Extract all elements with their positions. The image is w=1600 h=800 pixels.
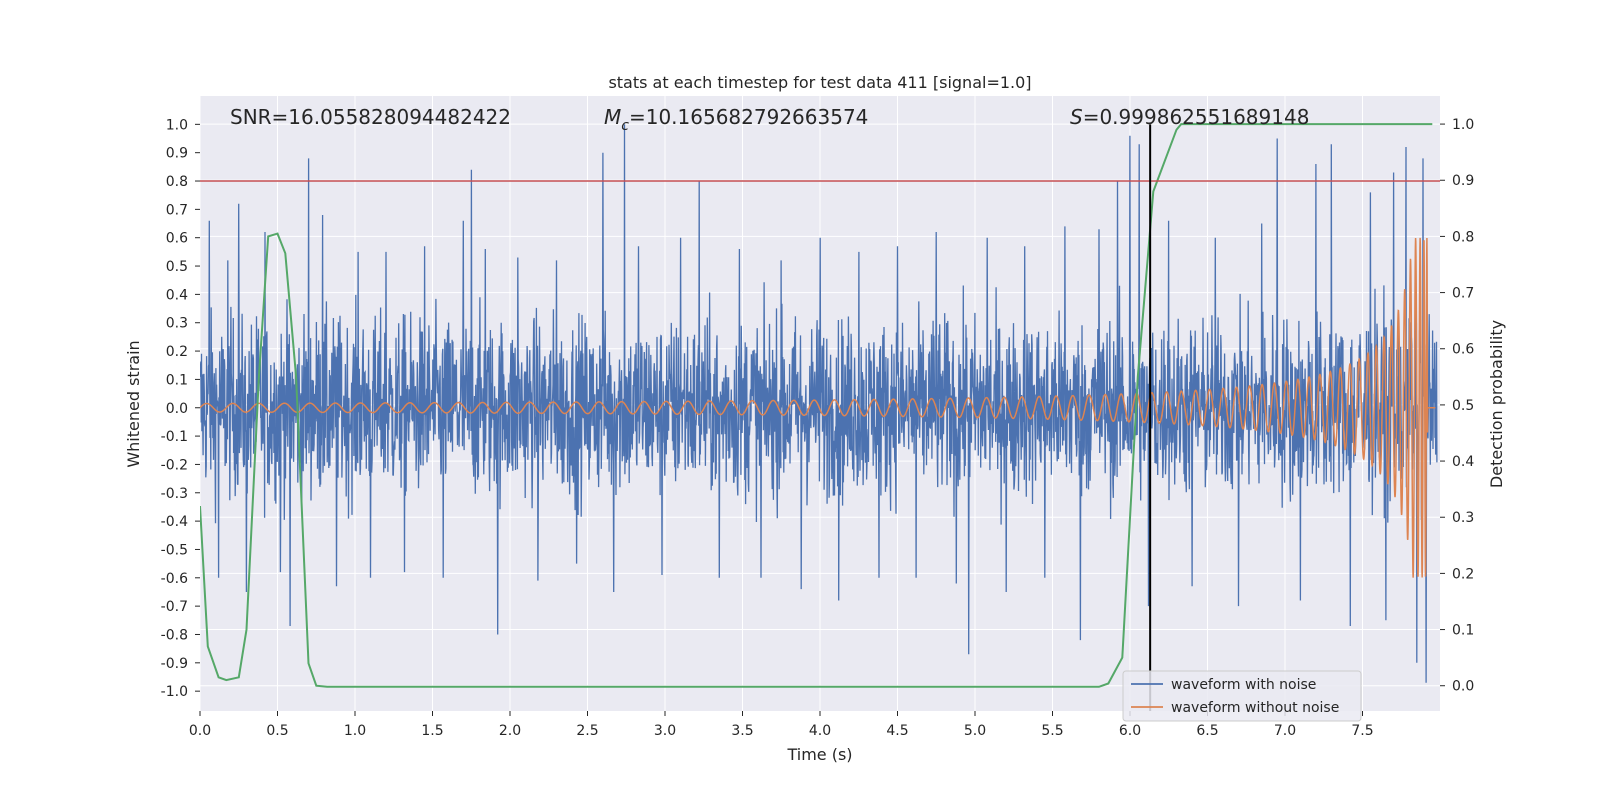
y2-tick-label: 1.0: [1452, 117, 1474, 133]
score-symbol: S: [1070, 105, 1083, 129]
chirp-mass-subscript: c: [621, 118, 629, 134]
y2-tick-label: 0.4: [1452, 454, 1474, 470]
waveform-with-noise-line: [200, 124, 1438, 683]
y-tick-label: 0.2: [166, 344, 188, 360]
y-tick-label: 0.4: [166, 287, 188, 303]
y-tick-label: -1.0: [161, 684, 188, 700]
y2-tick-label: 0.8: [1452, 229, 1474, 245]
y-tick-label: -0.9: [161, 656, 188, 672]
x-tick-label: 0.0: [189, 723, 211, 739]
reference-lines: [200, 124, 1440, 711]
y2-tick-label: 0.7: [1452, 286, 1474, 302]
y-tick-label: 0.7: [166, 202, 188, 218]
y-tick-label: -0.5: [161, 542, 188, 558]
legend-box: [1122, 670, 1362, 722]
x-tick-label: 0.5: [266, 723, 288, 739]
y-tick-label: -0.7: [161, 599, 188, 615]
y2-tick-label: 0.0: [1452, 679, 1474, 695]
legend-label-waveform-without-noise: waveform without noise: [1171, 700, 1339, 716]
y-tick-label: 0.3: [166, 316, 188, 332]
y2-tick-label: 0.6: [1452, 342, 1474, 358]
y-tick-label: -0.1: [161, 429, 188, 445]
y-tick-label: -0.3: [161, 486, 188, 502]
legend-label-waveform-with-noise: waveform with noise: [1171, 677, 1316, 693]
x-tick-label: 7.5: [1351, 723, 1373, 739]
x-tick-label: 5.0: [964, 723, 986, 739]
y-tick-label: -0.6: [161, 571, 188, 587]
x-tick-label: 1.0: [344, 723, 366, 739]
y-axis-label: Whitened strain: [124, 340, 143, 467]
detection-probability-line: [200, 123, 1433, 688]
y2-tick-label: 0.5: [1452, 398, 1474, 414]
x-tick-label: 1.5: [421, 723, 443, 739]
y2-tick-label: 0.9: [1452, 173, 1474, 189]
x-tick-label: 4.0: [809, 723, 831, 739]
y2-tick-label: 0.3: [1452, 510, 1474, 526]
y-tick-label: -0.4: [161, 514, 188, 530]
score-annotation: S=0.999862551689148: [1070, 105, 1309, 129]
x-tick-label: 5.5: [1041, 723, 1063, 739]
y-tick-label: 0.0: [166, 401, 188, 417]
y-tick-label: -0.2: [161, 457, 188, 473]
legend: waveform with noise waveform without noi…: [1122, 670, 1362, 722]
y2-tick-label: 0.1: [1452, 623, 1474, 639]
x-tick-label: 4.5: [886, 723, 908, 739]
chirp-mass-annotation: Mc=10.165682792663574: [604, 105, 868, 134]
chirp-mass-value: =10.165682792663574: [629, 105, 868, 129]
x-tick-label: 2.0: [499, 723, 521, 739]
y-tick-label: 0.6: [166, 231, 188, 247]
y-tick-label: 0.9: [166, 146, 188, 162]
y-tick-label: 0.8: [166, 174, 188, 190]
series-waveform-with-noise: [200, 124, 1438, 683]
x-axis-ticks: 0.0 0.5 1.0 1.5 2.0 2.5 3.0 3.5 4.0 4.5 5.0 5.5 6.0 6…: [189, 711, 1374, 739]
snr-annotation: SNR=16.055828094482422: [230, 105, 511, 129]
y2-axis-ticks: 1.0 0.9 0.8 0.7 0.6 0.5 0.4 0.3 0.2 0.1 0.0: [1440, 117, 1474, 695]
series-detection-probability: [200, 123, 1433, 688]
x-tick-label: 6.0: [1119, 723, 1141, 739]
x-tick-label: 7.0: [1274, 723, 1296, 739]
y-tick-label: 0.1: [166, 372, 188, 388]
waveform-without-noise-line: [200, 237, 1436, 578]
chirp-mass-symbol: M: [604, 105, 621, 129]
x-tick-label: 6.5: [1196, 723, 1218, 739]
y2-tick-label: 0.2: [1452, 566, 1474, 582]
x-tick-label: 2.5: [576, 723, 598, 739]
chart-title: stats at each timestep for test data 411…: [608, 73, 1031, 92]
y-tick-label: 1.0: [166, 117, 188, 133]
y-axis-ticks: 1.0 0.9 0.8 0.7 0.6 0.5 0.4 0.3 0.2 0.1 0.0 -0.1 -0.…: [161, 117, 200, 700]
x-tick-label: 3.5: [731, 723, 753, 739]
score-value: =0.999862551689148: [1083, 105, 1310, 129]
y-tick-label: 0.5: [166, 259, 188, 275]
y-tick-label: -0.8: [161, 627, 188, 643]
x-tick-label: 3.0: [654, 723, 676, 739]
y2-axis-label: Detection probability: [1487, 320, 1506, 488]
series-waveform-without-noise: [200, 237, 1436, 578]
x-axis-label: Time (s): [786, 745, 852, 764]
